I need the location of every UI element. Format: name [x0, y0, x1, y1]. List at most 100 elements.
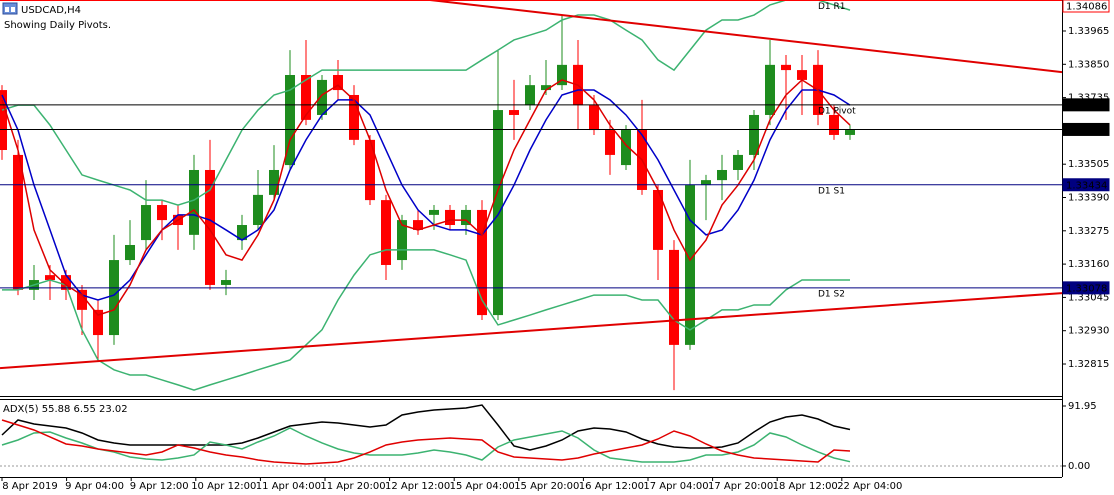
x-tick-label: 12 Apr 12:00	[385, 481, 450, 492]
candle-body	[797, 70, 807, 80]
candle-body	[461, 209, 471, 226]
level-name: D1 S2	[818, 289, 845, 299]
y-tick-label: 1.33735	[1068, 93, 1109, 104]
price-label: 1.34086	[1066, 2, 1107, 13]
candle-body	[125, 244, 135, 261]
candle-body	[269, 169, 279, 195]
candle-body	[525, 85, 535, 106]
candle-body	[13, 154, 23, 290]
candle-body	[765, 64, 775, 115]
candle-body	[701, 180, 711, 186]
chart-info: USDCAD,H4 Showing Daily Pivots. ADX(5) 5…	[2, 2, 128, 415]
candle-body	[0, 90, 7, 151]
candle-body	[845, 130, 855, 135]
candle-body	[189, 169, 199, 235]
candle-body	[285, 75, 295, 166]
y-tick-label: 1.33045	[1068, 292, 1109, 303]
candle-body	[669, 249, 679, 345]
x-tick-label: 10 Apr 12:00	[191, 481, 256, 492]
candle-body	[109, 260, 119, 336]
candle-body	[717, 169, 727, 181]
candle-body	[317, 79, 327, 115]
price-label-box	[1062, 281, 1110, 295]
indicator-line	[1, 0, 851, 206]
price-label: 1.33710	[1066, 100, 1107, 111]
candle-body	[541, 85, 551, 91]
candle-body	[333, 75, 343, 91]
candle-body	[301, 75, 311, 120]
price-label-box	[1062, 178, 1110, 192]
price-label-box	[1062, 122, 1110, 136]
x-tick-label: 15 Apr 04:00	[450, 481, 515, 492]
x-tick-label: 11 Apr 20:00	[320, 481, 385, 492]
y-tick-label: 1.33390	[1068, 193, 1109, 204]
adx-line	[1, 419, 851, 465]
candle-body	[365, 139, 375, 201]
candle-body	[781, 64, 791, 71]
candle-body	[445, 209, 455, 226]
candle-body	[493, 110, 503, 316]
y-tick-label: 0.00	[1068, 461, 1090, 472]
candle-body	[653, 189, 663, 250]
candle-body	[221, 280, 231, 285]
candle-body	[45, 275, 55, 281]
y-tick-label: 1.33160	[1068, 259, 1109, 270]
candle-body	[589, 105, 599, 131]
price-panel	[0, 0, 1062, 391]
candle-body	[413, 220, 423, 230]
trendline	[429, 0, 1062, 74]
x-tick-label: 11 Apr 04:00	[256, 481, 321, 492]
x-tick-label: 22 Apr 04:00	[837, 481, 902, 492]
candle-body	[509, 110, 519, 115]
trendline	[0, 292, 1062, 370]
price-label-box	[1062, 0, 1110, 13]
candle-body	[77, 289, 87, 310]
candle-body	[621, 130, 631, 166]
indicator-line	[1, 78, 851, 316]
x-tick-label: 15 Apr 20:00	[514, 481, 579, 492]
symbol-label: USDCAD,H4	[21, 5, 81, 16]
candle-body	[141, 205, 151, 241]
pivot-note: Showing Daily Pivots.	[4, 20, 111, 31]
x-tick-label: 17 Apr 04:00	[643, 481, 708, 492]
candle-body	[157, 205, 167, 221]
candle-body	[237, 225, 247, 241]
level-name: D1 Pivot	[818, 106, 856, 116]
price-label: 1.33434	[1066, 180, 1107, 191]
candle-body	[829, 114, 839, 135]
candle-body	[397, 220, 407, 261]
candle-body	[749, 114, 759, 155]
adx-line	[1, 427, 851, 463]
level-name: D1 S1	[818, 186, 845, 196]
x-tick-label: 9 Apr 12:00	[130, 481, 189, 492]
y-tick-label: 1.32930	[1068, 326, 1109, 337]
candle-body	[685, 185, 695, 345]
window-icon	[2, 2, 18, 15]
window-icon	[11, 7, 15, 12]
candle-body	[253, 194, 263, 226]
y-tick-label: 1.33275	[1068, 226, 1109, 237]
y-tick-label: 91.95	[1068, 401, 1097, 412]
candle-body	[733, 154, 743, 170]
candle-body	[429, 209, 439, 215]
candle-body	[61, 275, 71, 290]
price-label: 1.33625	[1066, 125, 1107, 136]
price-label-box	[1062, 98, 1110, 112]
y-tick-label: 1.33850	[1068, 59, 1109, 70]
y-tick-label: 1.33505	[1068, 159, 1109, 170]
candle-body	[349, 94, 359, 140]
adx-line	[1, 404, 851, 451]
level-name: D1 R1	[818, 2, 846, 12]
price-label: 1.33078	[1066, 283, 1107, 294]
candle-body	[93, 309, 103, 336]
candle-body	[477, 209, 487, 316]
candle-body	[605, 130, 615, 155]
x-tick-label: 17 Apr 20:00	[708, 481, 773, 492]
x-tick-label: 8 Apr 2019	[2, 481, 57, 492]
candle-body	[557, 64, 567, 86]
y-tick-label: 1.32815	[1068, 359, 1109, 370]
candle-body	[381, 200, 391, 265]
x-tick-label: 18 Apr 12:00	[773, 481, 838, 492]
